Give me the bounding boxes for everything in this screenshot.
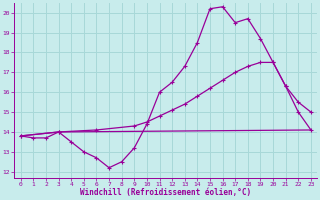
X-axis label: Windchill (Refroidissement éolien,°C): Windchill (Refroidissement éolien,°C) <box>80 188 252 197</box>
